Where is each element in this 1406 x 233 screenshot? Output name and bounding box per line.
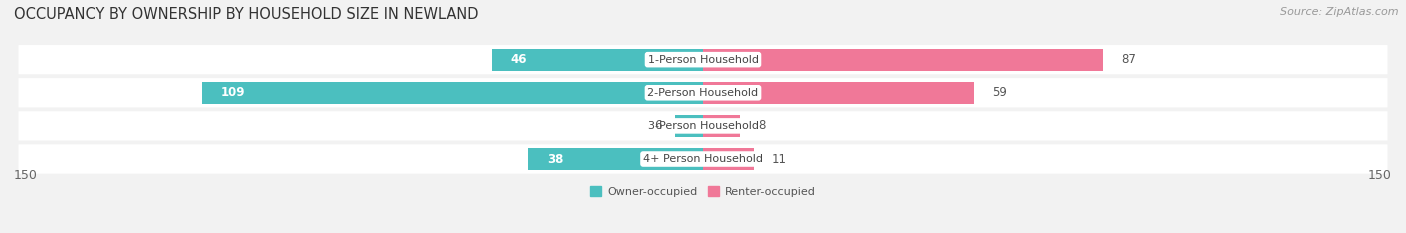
Text: OCCUPANCY BY OWNERSHIP BY HOUSEHOLD SIZE IN NEWLAND: OCCUPANCY BY OWNERSHIP BY HOUSEHOLD SIZE…: [14, 7, 478, 22]
Text: 3-Person Household: 3-Person Household: [648, 121, 758, 131]
Bar: [529, 148, 703, 170]
Bar: [703, 82, 974, 104]
Legend: Owner-occupied, Renter-occupied: Owner-occupied, Renter-occupied: [586, 182, 820, 201]
Text: 6: 6: [654, 119, 662, 132]
Text: 4+ Person Household: 4+ Person Household: [643, 154, 763, 164]
Bar: [703, 148, 754, 170]
Text: 59: 59: [993, 86, 1007, 99]
Bar: [703, 115, 740, 137]
FancyBboxPatch shape: [18, 78, 1388, 107]
Text: 11: 11: [772, 153, 787, 165]
Bar: [675, 115, 703, 137]
Bar: [703, 48, 1102, 71]
FancyBboxPatch shape: [18, 111, 1388, 140]
Text: 38: 38: [547, 153, 564, 165]
Text: 2-Person Household: 2-Person Household: [647, 88, 759, 98]
Text: Source: ZipAtlas.com: Source: ZipAtlas.com: [1281, 7, 1399, 17]
FancyBboxPatch shape: [18, 45, 1388, 74]
Text: 8: 8: [758, 119, 765, 132]
Text: 1-Person Household: 1-Person Household: [648, 55, 758, 65]
Text: 109: 109: [221, 86, 245, 99]
Bar: [492, 48, 703, 71]
Bar: [202, 82, 703, 104]
Text: 87: 87: [1121, 53, 1136, 66]
Text: 150: 150: [1368, 169, 1392, 182]
Text: 150: 150: [14, 169, 38, 182]
Text: 46: 46: [510, 53, 527, 66]
FancyBboxPatch shape: [18, 144, 1388, 174]
